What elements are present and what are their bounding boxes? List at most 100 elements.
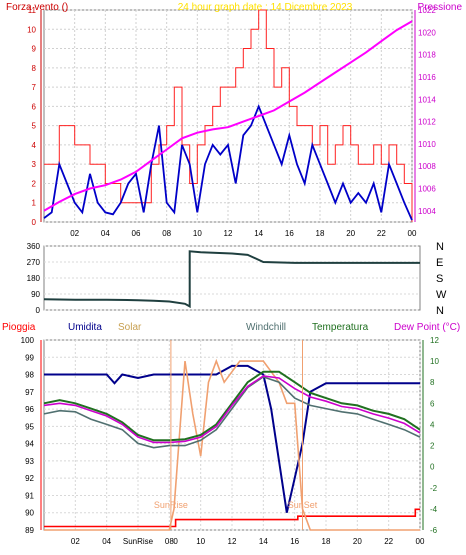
- panel1-x-tick: 14: [254, 229, 263, 238]
- panel3-x-tick: 20: [353, 537, 362, 546]
- panel1-left-tick: 3: [32, 160, 37, 169]
- panel3-right-tick: 8: [430, 378, 435, 387]
- panel1-right-tick: 1014: [418, 95, 436, 104]
- panel1-x-tick: 08: [162, 229, 171, 238]
- series-wind-speed-line: [43, 103, 413, 221]
- panel3-left-tick: 97: [25, 388, 34, 397]
- panel1-right-tick: 1010: [418, 140, 436, 149]
- panel1-right-tick: 1020: [418, 28, 436, 37]
- chart-title: 24 hour graph date : 14 Dicembre 2023: [178, 2, 353, 13]
- panel3-left-tick: 92: [25, 474, 34, 483]
- panel3-right-tick: 6: [430, 399, 435, 408]
- series-temperatura-line: [43, 370, 421, 442]
- sun-marker-label: SunRise: [154, 500, 188, 510]
- panel3-left-tick: 91: [25, 491, 34, 500]
- panel1-left-tick: 0: [32, 218, 37, 227]
- panel3-left-tick: 98: [25, 371, 34, 380]
- panel3-left-tick: 90: [25, 509, 34, 518]
- panel3-x-tick: 04: [102, 537, 111, 546]
- panel1-left-tick: 2: [32, 179, 37, 188]
- legend-item: Windchill: [246, 322, 286, 333]
- panel3-left-tick: 95: [25, 422, 34, 431]
- panel1-left-label: Forza vento (): [6, 2, 68, 13]
- panel1-x-tick: 16: [285, 229, 294, 238]
- series-solar-line: [44, 358, 420, 531]
- legend-item: Temperatura: [312, 322, 369, 333]
- panel2-left-tick: 0: [36, 306, 41, 315]
- legend-item: Dew Point (°C): [394, 322, 460, 333]
- panel3-left-tick: 94: [25, 440, 34, 449]
- panel3-x-tick: 10: [196, 537, 205, 546]
- panel3-right-tick: 12: [430, 336, 439, 345]
- panel3-x-tick: SunRise: [123, 537, 154, 546]
- panel1-x-tick: 06: [132, 229, 141, 238]
- panel1-left-tick: 9: [32, 45, 37, 54]
- legend-item: Solar: [118, 322, 142, 333]
- panel2-left-tick: 270: [27, 258, 41, 267]
- panel1-x-tick: 20: [346, 229, 355, 238]
- panel3-right-tick: -2: [430, 484, 438, 493]
- legend-item: Pioggia: [2, 322, 36, 333]
- panel3-x-tick: 12: [228, 537, 237, 546]
- panel1-left-tick: 10: [27, 25, 36, 34]
- panel2-compass-label: N: [436, 241, 444, 253]
- panel3-left-tick: 93: [25, 457, 34, 466]
- panel3-right-tick: 2: [430, 442, 435, 451]
- panel3-right-tick: -4: [430, 505, 438, 514]
- panel1-left-tick: 7: [32, 83, 37, 92]
- panel3-right-tick: 4: [430, 420, 435, 429]
- series-wind-direction-line: [43, 250, 420, 309]
- panel1-right-label: Pressione: [418, 2, 463, 13]
- panel3-x-tick: 08: [165, 537, 174, 546]
- panel2-compass-label: W: [436, 289, 447, 301]
- panel1-x-tick: 02: [70, 229, 79, 238]
- panel3-x-tick: 02: [71, 537, 80, 546]
- panel1-left-tick: 5: [32, 122, 37, 131]
- panel1-right-tick: 1006: [418, 185, 436, 194]
- panel2-left-tick: 360: [27, 242, 41, 251]
- series-pressure-line: [43, 20, 413, 212]
- sun-marker-label: SunSet: [288, 500, 318, 510]
- panel1-right-tick: 1022: [418, 6, 436, 15]
- panel3-left-tick: 99: [25, 353, 34, 362]
- legend-item: Umidita: [68, 322, 102, 333]
- panel3-x-tick: 16: [290, 537, 299, 546]
- panel1-right-tick: 1008: [418, 162, 436, 171]
- panel1-x-tick: 12: [224, 229, 233, 238]
- panel1-x-tick: 18: [316, 229, 325, 238]
- panel1-left-tick: 8: [32, 64, 37, 73]
- series-dew-point-c-line: [43, 375, 421, 444]
- panel1-x-tick: 10: [193, 229, 202, 238]
- panel1-right-tick: 1012: [418, 118, 436, 127]
- panel1-left-tick: 6: [32, 102, 37, 111]
- panel3-right-tick: -6: [430, 526, 438, 535]
- panel3-left-tick: 96: [25, 405, 34, 414]
- series-umidita-line: [44, 364, 420, 513]
- panel1-x-tick: 04: [101, 229, 110, 238]
- panel3-x-tick: 14: [259, 537, 268, 546]
- panel3-left-tick: 100: [21, 336, 35, 345]
- panel3-x-tick: 22: [384, 537, 393, 546]
- panel3-x-tick: 18: [322, 537, 331, 546]
- series-windchill-line: [43, 376, 421, 449]
- panel3-x-tick: 00: [416, 537, 425, 546]
- panel3-right-tick: 10: [430, 357, 439, 366]
- panel3-annotation-zero: 0: [173, 537, 178, 546]
- panel3-right-tick: 0: [430, 463, 435, 472]
- panel2-left-tick: 180: [27, 274, 41, 283]
- panel1-left-tick: 11: [28, 6, 37, 15]
- panel2-compass-label: N: [436, 305, 444, 317]
- panel2-compass-label: S: [436, 273, 443, 285]
- panel1-x-tick: 00: [408, 229, 417, 238]
- series-pioggia-line: [44, 508, 420, 528]
- panel1-right-tick: 1018: [418, 51, 436, 60]
- panel1-x-tick: 22: [377, 229, 386, 238]
- panel1-left-tick: 1: [32, 199, 37, 208]
- panel1-left-tick: 4: [32, 141, 37, 150]
- panel2-compass-label: E: [436, 257, 443, 269]
- panel1-right-tick: 1004: [418, 207, 436, 216]
- panel1-right-tick: 1016: [418, 73, 436, 82]
- panel3-left-tick: 89: [25, 526, 34, 535]
